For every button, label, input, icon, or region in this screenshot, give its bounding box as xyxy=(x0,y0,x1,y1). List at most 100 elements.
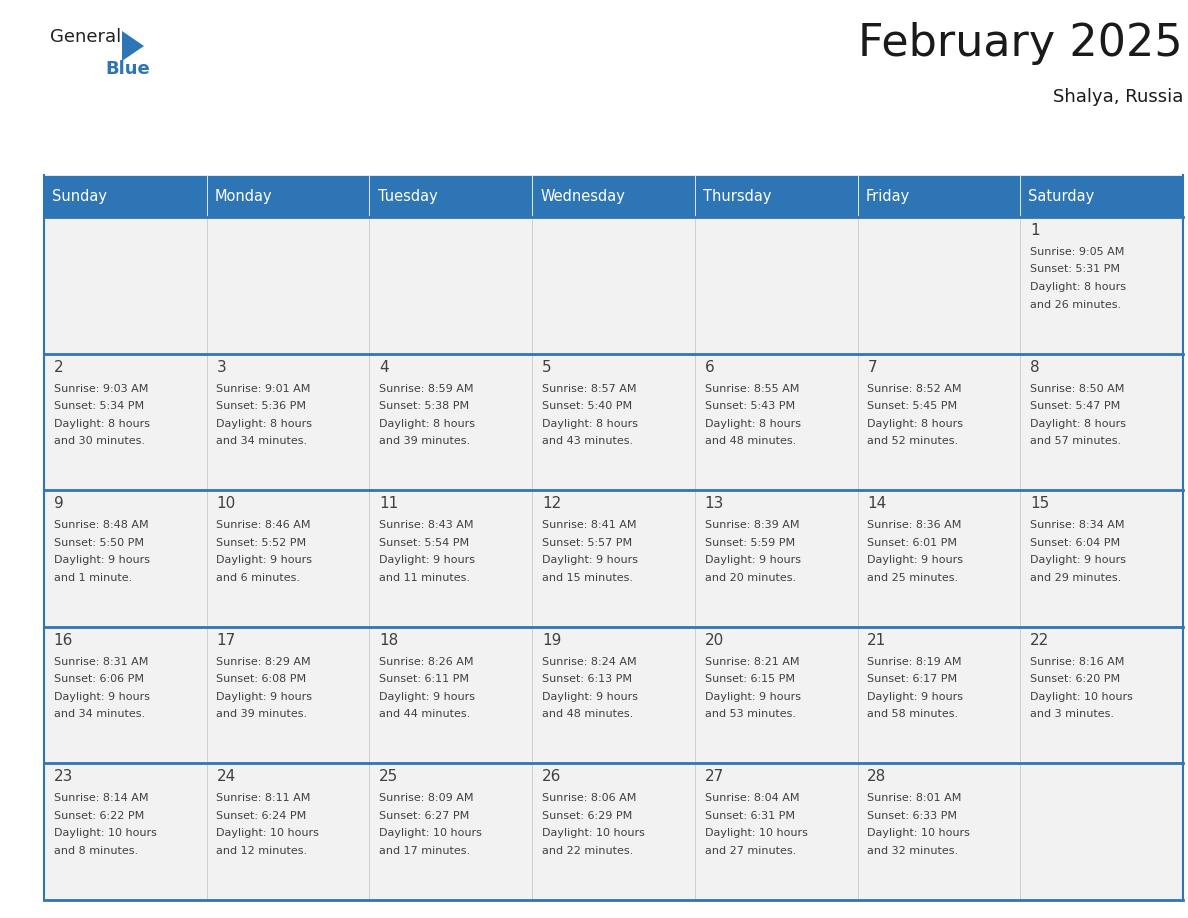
Text: Sunrise: 8:31 AM: Sunrise: 8:31 AM xyxy=(53,656,148,666)
Text: Daylight: 9 hours: Daylight: 9 hours xyxy=(53,692,150,701)
Bar xyxy=(695,353,858,490)
Text: Daylight: 9 hours: Daylight: 9 hours xyxy=(216,555,312,565)
Text: Daylight: 8 hours: Daylight: 8 hours xyxy=(216,419,312,429)
Text: and 48 minutes.: and 48 minutes. xyxy=(704,436,796,446)
Text: 9: 9 xyxy=(53,497,63,511)
Bar xyxy=(369,175,532,217)
Text: General: General xyxy=(50,28,121,46)
Text: and 39 minutes.: and 39 minutes. xyxy=(216,710,308,720)
Text: and 11 minutes.: and 11 minutes. xyxy=(379,573,470,583)
Text: 5: 5 xyxy=(542,360,551,375)
Text: 8: 8 xyxy=(1030,360,1040,375)
Text: 28: 28 xyxy=(867,769,886,784)
Text: Sunrise: 8:04 AM: Sunrise: 8:04 AM xyxy=(704,793,800,803)
Text: Sunrise: 8:41 AM: Sunrise: 8:41 AM xyxy=(542,521,637,531)
Text: and 6 minutes.: and 6 minutes. xyxy=(216,573,301,583)
Bar xyxy=(858,175,1020,217)
Text: Daylight: 9 hours: Daylight: 9 hours xyxy=(1030,555,1126,565)
Bar xyxy=(369,217,532,353)
Text: 17: 17 xyxy=(216,633,235,648)
Bar xyxy=(532,353,695,490)
Bar xyxy=(532,490,695,627)
Bar xyxy=(44,490,207,627)
Bar xyxy=(1020,490,1183,627)
Text: and 22 minutes.: and 22 minutes. xyxy=(542,845,633,856)
Bar xyxy=(1020,764,1183,900)
Text: Sunrise: 8:16 AM: Sunrise: 8:16 AM xyxy=(1030,656,1124,666)
Text: Sunrise: 9:03 AM: Sunrise: 9:03 AM xyxy=(53,384,148,394)
Text: Sunrise: 8:55 AM: Sunrise: 8:55 AM xyxy=(704,384,800,394)
Bar xyxy=(369,764,532,900)
Text: Daylight: 10 hours: Daylight: 10 hours xyxy=(542,828,645,838)
Text: Sunset: 5:47 PM: Sunset: 5:47 PM xyxy=(1030,401,1120,411)
Text: Shalya, Russia: Shalya, Russia xyxy=(1053,88,1183,106)
Text: Sunrise: 8:43 AM: Sunrise: 8:43 AM xyxy=(379,521,474,531)
Text: Sunrise: 8:29 AM: Sunrise: 8:29 AM xyxy=(216,656,311,666)
Text: Sunset: 5:54 PM: Sunset: 5:54 PM xyxy=(379,538,469,548)
Text: Sunset: 6:06 PM: Sunset: 6:06 PM xyxy=(53,675,144,684)
Bar xyxy=(532,175,695,217)
Text: Daylight: 9 hours: Daylight: 9 hours xyxy=(379,692,475,701)
Text: Sunrise: 8:26 AM: Sunrise: 8:26 AM xyxy=(379,656,474,666)
Text: 6: 6 xyxy=(704,360,714,375)
Bar xyxy=(207,764,369,900)
Text: Sunset: 6:17 PM: Sunset: 6:17 PM xyxy=(867,675,958,684)
Text: Sunset: 6:29 PM: Sunset: 6:29 PM xyxy=(542,811,632,821)
Text: and 26 minutes.: and 26 minutes. xyxy=(1030,299,1121,309)
Text: 4: 4 xyxy=(379,360,388,375)
Text: Daylight: 9 hours: Daylight: 9 hours xyxy=(53,555,150,565)
Bar xyxy=(1020,217,1183,353)
Bar xyxy=(532,217,695,353)
Text: Sunset: 5:36 PM: Sunset: 5:36 PM xyxy=(216,401,307,411)
Bar xyxy=(207,490,369,627)
Text: Sunset: 6:13 PM: Sunset: 6:13 PM xyxy=(542,675,632,684)
Text: Daylight: 8 hours: Daylight: 8 hours xyxy=(1030,282,1126,292)
Text: Sunrise: 8:11 AM: Sunrise: 8:11 AM xyxy=(216,793,311,803)
Bar xyxy=(207,353,369,490)
Text: and 3 minutes.: and 3 minutes. xyxy=(1030,710,1114,720)
Text: Sunrise: 8:46 AM: Sunrise: 8:46 AM xyxy=(216,521,311,531)
Text: Daylight: 10 hours: Daylight: 10 hours xyxy=(379,828,482,838)
Text: Monday: Monday xyxy=(215,188,272,204)
Bar xyxy=(532,627,695,764)
Text: and 20 minutes.: and 20 minutes. xyxy=(704,573,796,583)
Text: Sunrise: 8:57 AM: Sunrise: 8:57 AM xyxy=(542,384,637,394)
Text: and 53 minutes.: and 53 minutes. xyxy=(704,710,796,720)
Text: Sunset: 5:38 PM: Sunset: 5:38 PM xyxy=(379,401,469,411)
Bar xyxy=(44,217,207,353)
Text: Sunset: 6:15 PM: Sunset: 6:15 PM xyxy=(704,675,795,684)
Text: Daylight: 9 hours: Daylight: 9 hours xyxy=(216,692,312,701)
Text: Sunrise: 9:01 AM: Sunrise: 9:01 AM xyxy=(216,384,311,394)
Text: Sunrise: 8:36 AM: Sunrise: 8:36 AM xyxy=(867,521,962,531)
Bar xyxy=(695,217,858,353)
Text: 10: 10 xyxy=(216,497,235,511)
Text: Sunrise: 8:01 AM: Sunrise: 8:01 AM xyxy=(867,793,962,803)
Text: Daylight: 8 hours: Daylight: 8 hours xyxy=(867,419,963,429)
Text: Daylight: 9 hours: Daylight: 9 hours xyxy=(704,692,801,701)
Text: Daylight: 9 hours: Daylight: 9 hours xyxy=(867,692,963,701)
Bar xyxy=(858,353,1020,490)
Text: Sunrise: 8:09 AM: Sunrise: 8:09 AM xyxy=(379,793,474,803)
Text: Sunrise: 8:34 AM: Sunrise: 8:34 AM xyxy=(1030,521,1125,531)
Text: 23: 23 xyxy=(53,769,74,784)
Bar xyxy=(1020,627,1183,764)
Text: and 27 minutes.: and 27 minutes. xyxy=(704,845,796,856)
Bar xyxy=(44,353,207,490)
Text: Daylight: 8 hours: Daylight: 8 hours xyxy=(379,419,475,429)
Text: Daylight: 8 hours: Daylight: 8 hours xyxy=(1030,419,1126,429)
Text: and 8 minutes.: and 8 minutes. xyxy=(53,845,138,856)
Text: Daylight: 8 hours: Daylight: 8 hours xyxy=(704,419,801,429)
Bar xyxy=(207,217,369,353)
Text: 27: 27 xyxy=(704,769,723,784)
Text: Sunrise: 8:59 AM: Sunrise: 8:59 AM xyxy=(379,384,474,394)
Text: 18: 18 xyxy=(379,633,398,648)
Text: and 32 minutes.: and 32 minutes. xyxy=(867,845,959,856)
Text: and 52 minutes.: and 52 minutes. xyxy=(867,436,959,446)
Text: Sunrise: 8:21 AM: Sunrise: 8:21 AM xyxy=(704,656,800,666)
Text: Sunrise: 8:19 AM: Sunrise: 8:19 AM xyxy=(867,656,962,666)
Text: and 39 minutes.: and 39 minutes. xyxy=(379,436,470,446)
Text: 7: 7 xyxy=(867,360,877,375)
Text: and 29 minutes.: and 29 minutes. xyxy=(1030,573,1121,583)
Text: 12: 12 xyxy=(542,497,561,511)
Bar xyxy=(858,217,1020,353)
